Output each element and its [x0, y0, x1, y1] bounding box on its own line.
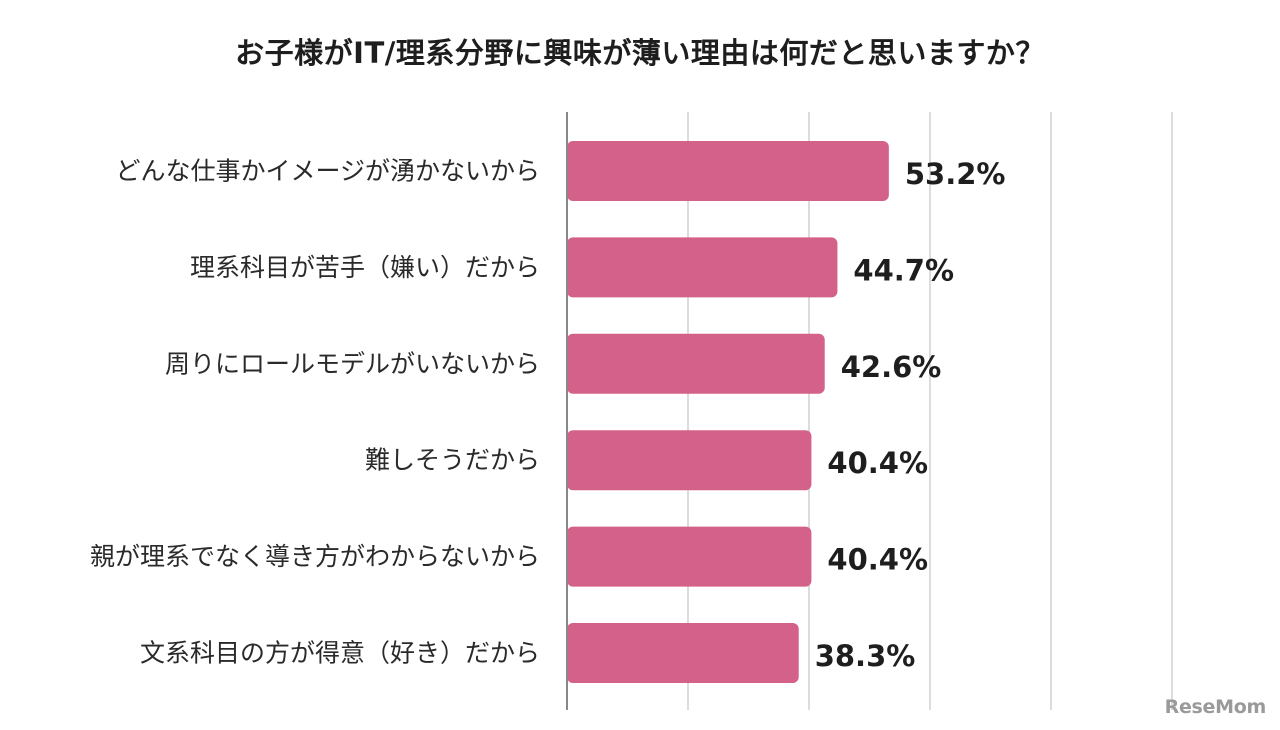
category-label: 親が理系でなく導き方がわからないから — [90, 542, 540, 571]
bar — [567, 430, 812, 491]
value-label: 40.4% — [827, 446, 928, 480]
value-label: 53.2% — [905, 157, 1006, 191]
gridlines — [687, 112, 1173, 710]
value-labels: 53.2% 44.7% 42.6% 40.4% 40.4% 38.3% — [815, 157, 1006, 673]
category-label: 文系科目の方が得意（好き）だから — [140, 639, 540, 668]
resemom-logo: ReseMom — [1164, 696, 1267, 718]
bar — [567, 237, 838, 298]
chart-title: お子様がIT/理系分野に興味が薄い理由は何だと思いますか？ — [235, 36, 1045, 70]
category-label: どんな仕事かイメージが湧かないから — [115, 157, 540, 186]
value-label: 40.4% — [827, 543, 928, 577]
category-label: 周りにロールモデルがいないから — [165, 349, 540, 378]
bar — [567, 623, 799, 683]
value-label: 44.7% — [853, 253, 954, 287]
category-label: 難しそうだから — [365, 446, 540, 475]
bar — [567, 141, 889, 201]
bars — [567, 141, 889, 683]
value-label: 38.3% — [815, 639, 916, 673]
category-labels: どんな仕事かイメージが湧かないから理系科目が苦手（嫌い）だから周りにロールモデル… — [90, 157, 540, 668]
category-label: 理系科目が苦手（嫌い）だから — [190, 253, 540, 282]
bar — [567, 333, 825, 394]
bar — [567, 526, 812, 587]
value-label: 42.6% — [841, 350, 942, 384]
